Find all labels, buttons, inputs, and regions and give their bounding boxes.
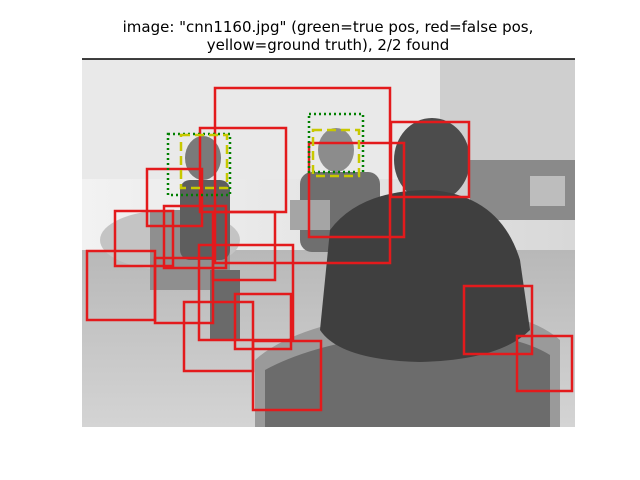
detection-boxes <box>85 86 574 412</box>
false-positive-box <box>515 334 574 393</box>
true-positive-box <box>307 112 365 174</box>
figure-title-line-2: yellow=ground truth), 2/2 found <box>206 36 450 54</box>
false-positive-box <box>182 300 255 373</box>
false-positive-box <box>462 284 534 356</box>
false-positive-box <box>197 243 295 342</box>
false-positive-box <box>233 292 293 351</box>
false-positive-box <box>162 204 228 270</box>
ground-truth-box <box>179 133 229 190</box>
false-positive-box <box>251 339 323 412</box>
false-positive-box <box>113 209 175 268</box>
false-positive-box <box>145 167 204 228</box>
ground-truth-box <box>311 128 361 178</box>
scene-photo <box>82 59 575 427</box>
false-positive-box <box>307 141 406 239</box>
false-positive-box <box>389 120 471 199</box>
figure-title-line-1: image: "cnn1160.jpg" (green=true pos, re… <box>122 18 534 36</box>
